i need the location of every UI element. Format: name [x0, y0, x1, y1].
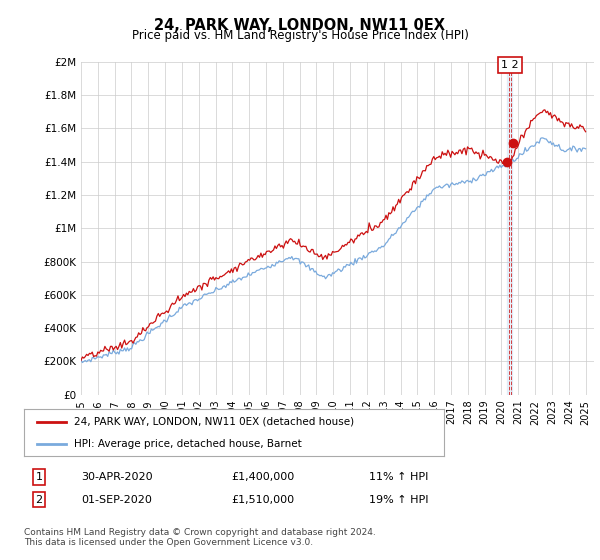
- Text: £1,400,000: £1,400,000: [231, 472, 294, 482]
- Text: 11% ↑ HPI: 11% ↑ HPI: [369, 472, 428, 482]
- Text: 30-APR-2020: 30-APR-2020: [81, 472, 152, 482]
- Text: 2: 2: [35, 494, 43, 505]
- Text: £1,510,000: £1,510,000: [231, 494, 294, 505]
- Text: Price paid vs. HM Land Registry's House Price Index (HPI): Price paid vs. HM Land Registry's House …: [131, 29, 469, 42]
- Text: 01-SEP-2020: 01-SEP-2020: [81, 494, 152, 505]
- Text: 24, PARK WAY, LONDON, NW11 0EX: 24, PARK WAY, LONDON, NW11 0EX: [155, 18, 445, 33]
- Text: HPI: Average price, detached house, Barnet: HPI: Average price, detached house, Barn…: [74, 438, 302, 449]
- Text: 24, PARK WAY, LONDON, NW11 0EX (detached house): 24, PARK WAY, LONDON, NW11 0EX (detached…: [74, 417, 355, 427]
- Text: 1: 1: [35, 472, 43, 482]
- Bar: [508, 62, 512, 395]
- Text: Contains HM Land Registry data © Crown copyright and database right 2024.
This d: Contains HM Land Registry data © Crown c…: [24, 528, 376, 547]
- Text: 1 2: 1 2: [501, 60, 519, 70]
- Text: 19% ↑ HPI: 19% ↑ HPI: [369, 494, 428, 505]
